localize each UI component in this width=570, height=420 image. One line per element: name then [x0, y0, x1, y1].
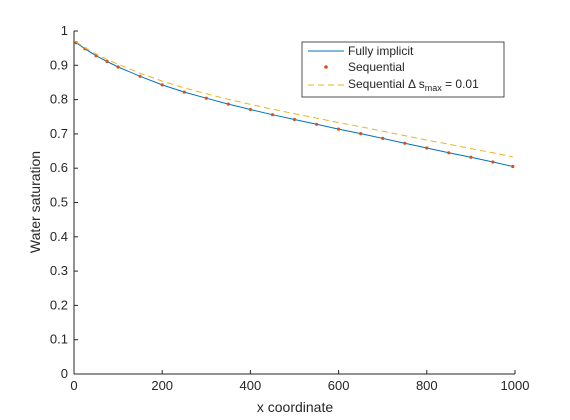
series-point-sequential [292, 117, 297, 122]
legend-label-fully-implicit: Fully implicit [348, 44, 414, 58]
series-point-sequential [270, 113, 275, 117]
legend-label-sequential-dsmax-sub: max [425, 83, 443, 93]
series-point-sequential [204, 96, 208, 100]
series-point-sequential [248, 107, 252, 112]
y-tick-label: 0.6 [50, 160, 68, 175]
series-point-sequential [425, 146, 429, 150]
legend: Fully implicit Sequential Sequential Δ s… [301, 41, 505, 98]
y-tick-label: 0.8 [50, 92, 68, 107]
series-point-sequential [315, 122, 319, 126]
x-tick-label: 400 [240, 378, 262, 393]
legend-label-sequential-dsmax: Sequential Δ smax = 0.01 [348, 77, 479, 93]
y-tick-label: 0.5 [50, 195, 68, 210]
series-point-sequential [337, 127, 341, 131]
series-point-sequential [511, 164, 515, 169]
series-line-sequential-dsmax [75, 41, 513, 158]
series-point-sequential [160, 83, 164, 87]
y-tick-label: 0.7 [50, 126, 68, 141]
legend-label-sequential-dsmax-tail: = 0.01 [442, 77, 479, 91]
series-layer [74, 41, 515, 169]
series-point-sequential [359, 132, 363, 136]
y-tick-label: 0.9 [50, 57, 68, 72]
legend-label-sequential-dsmax-main: Sequential Δ s [348, 77, 425, 91]
series-point-sequential [138, 74, 142, 78]
y-tick-label: 0.3 [50, 263, 68, 278]
legend-marker-sequential [324, 65, 328, 69]
x-axis-label: x coordinate [257, 399, 333, 415]
y-tick-label: 0.2 [50, 297, 68, 312]
series-point-sequential [182, 90, 186, 94]
series-point-sequential [469, 155, 473, 159]
series-point-sequential [74, 41, 78, 45]
legend-label-sequential: Sequential [348, 60, 405, 74]
series-point-sequential [447, 151, 451, 155]
series-point-sequential [403, 141, 407, 145]
y-axis-label: Water saturation [27, 151, 43, 253]
x-tick-label: 1000 [501, 378, 530, 393]
series-point-sequential [105, 59, 109, 64]
x-tick-label: 800 [416, 378, 438, 393]
x-tick-label: 200 [151, 378, 173, 393]
x-tick-label: 0 [70, 378, 77, 393]
y-tick-label: 1 [61, 23, 68, 38]
series-point-sequential [116, 65, 120, 69]
series-point-sequential [491, 160, 495, 164]
series-point-sequential [381, 136, 385, 140]
series-point-sequential [226, 102, 230, 106]
ticks-layer: 0 200 400 600 800 1000 0 0.1 0.2 0.3 0.4 0.5 0.6 0.7 0… [50, 23, 530, 393]
x-tick-label: 600 [328, 378, 350, 393]
y-tick-label: 0.1 [50, 332, 68, 347]
y-tick-label: 0.4 [50, 229, 68, 244]
y-tick-label: 0 [61, 366, 68, 381]
